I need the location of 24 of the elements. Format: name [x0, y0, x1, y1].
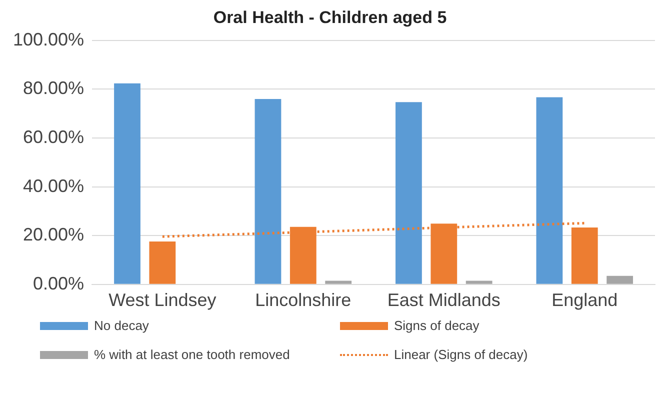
y-tick-label: 40.00%: [22, 176, 84, 196]
legend-label: Signs of decay: [394, 318, 480, 333]
y-tick-label: 80.00%: [22, 78, 84, 98]
legend-label: No decay: [94, 318, 149, 333]
x-tick-label: England: [552, 290, 618, 310]
x-tick-label: Lincolnshire: [255, 290, 352, 310]
bar: [571, 228, 598, 284]
bar: [396, 102, 422, 284]
y-tick-label: 20.00%: [22, 224, 84, 245]
y-tick-label: 100.00%: [12, 29, 84, 50]
y-tick-label: 60.00%: [22, 126, 84, 147]
legend-label: Linear (Signs of decay): [394, 347, 528, 362]
bar: [606, 276, 634, 284]
y-tick-label: 0.00%: [33, 273, 84, 294]
bar: [114, 83, 140, 284]
bar: [466, 280, 492, 284]
bar: [536, 97, 563, 284]
bar: [149, 241, 176, 284]
x-tick-label: East Midlands: [387, 290, 500, 310]
bar: [325, 280, 352, 284]
chart-title: Oral Health - Children aged 5: [213, 8, 447, 27]
bar: [254, 98, 282, 284]
legend-label: % with at least one tooth removed: [94, 347, 290, 362]
x-tick-label: West Lindsey: [108, 290, 216, 310]
